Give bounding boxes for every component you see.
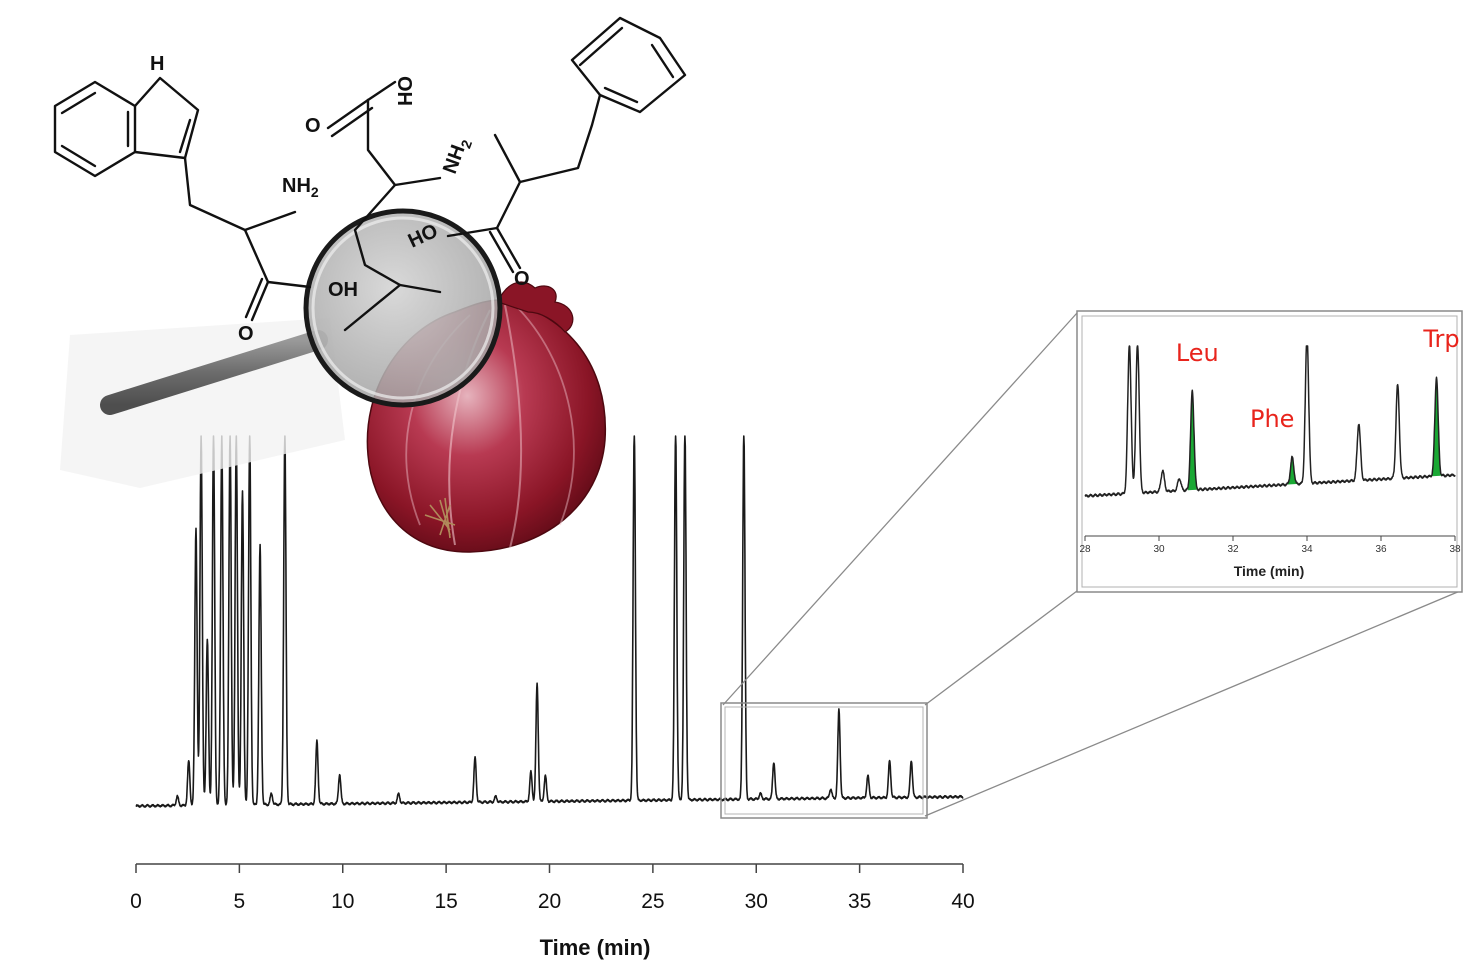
leu-amine-label: NH2 bbox=[439, 135, 475, 178]
inset-frame-inner bbox=[1081, 315, 1458, 588]
main-x-axis-title: Time (min) bbox=[540, 935, 651, 960]
amino-acid-structures bbox=[53, 16, 687, 332]
trp-benzene-ring bbox=[53, 80, 137, 178]
x-tick-label: 40 bbox=[951, 890, 974, 913]
trp-amine-label: NH2 bbox=[282, 175, 319, 200]
leu-hydroxyl-label: OH bbox=[393, 76, 415, 106]
zoom-connector-bottom bbox=[924, 590, 1461, 817]
magnifier-lens bbox=[303, 208, 503, 408]
x-tick-label: 5 bbox=[234, 890, 246, 913]
inset-x-axis: 28 30 32 34 36 38 bbox=[1079, 535, 1461, 555]
magnifier-icon bbox=[60, 318, 345, 488]
inset-peak-labels: Leu Phe Trp bbox=[1176, 325, 1460, 433]
x-tick-label: 28 bbox=[1079, 544, 1091, 555]
x-tick-label: 35 bbox=[848, 890, 871, 913]
x-tick-label: 30 bbox=[1153, 544, 1165, 555]
x-tick-label: 30 bbox=[745, 890, 768, 913]
peak-label-trp: Trp bbox=[1422, 325, 1459, 353]
magnifier-handle bbox=[100, 330, 328, 415]
trp-nh-label: H bbox=[150, 53, 164, 75]
phe-carbonyl-label: O bbox=[514, 268, 530, 290]
trp-pyrrole-ring bbox=[133, 76, 200, 160]
onion-top-skin bbox=[497, 281, 574, 333]
onion-stripe-2 bbox=[504, 304, 523, 549]
main-chromatogram-trace bbox=[135, 435, 964, 808]
magnifier-lens-rim bbox=[303, 208, 503, 408]
x-tick-label: 38 bbox=[1449, 544, 1461, 555]
x-tick-label: 36 bbox=[1375, 544, 1387, 555]
x-tick-label: 34 bbox=[1301, 544, 1313, 555]
magnifier-lens-glass bbox=[306, 211, 500, 405]
zoom-region-box bbox=[720, 702, 928, 819]
x-tick-label: 0 bbox=[130, 890, 142, 913]
trp-carbonyl-label: O bbox=[238, 323, 254, 345]
magnifier-lens-highlight bbox=[311, 216, 495, 400]
x-tick-label: 32 bbox=[1227, 544, 1239, 555]
zoom-connector-middle bbox=[924, 590, 1078, 706]
phe-benzene-ring bbox=[570, 16, 687, 114]
peak-label-leu: Leu bbox=[1176, 339, 1219, 367]
x-tick-label: 25 bbox=[641, 890, 664, 913]
peak-label-phe: Phe bbox=[1250, 405, 1294, 433]
trp-hydroxyl-label: OH bbox=[328, 279, 358, 301]
main-x-axis: 0 5 10 15 20 25 30 35 40 bbox=[130, 863, 975, 913]
zoom-region-box-inner bbox=[724, 706, 924, 815]
x-tick-label: 10 bbox=[331, 890, 354, 913]
inset-x-axis-title: Time (min) bbox=[1234, 563, 1305, 579]
leu-carbonyl-label: O bbox=[305, 115, 321, 137]
inset-chromatogram-trace bbox=[1084, 345, 1456, 498]
inset-frame-outer bbox=[1076, 310, 1463, 593]
main-chromatogram: 0 5 10 15 20 25 30 35 40 Time (min) bbox=[130, 435, 975, 960]
inset-chromatogram: 28 30 32 34 36 38 Time (min) Leu Phe Trp bbox=[1076, 310, 1463, 593]
onion-roots bbox=[424, 497, 456, 539]
x-tick-label: 20 bbox=[538, 890, 561, 913]
zoom-connector-top bbox=[722, 312, 1078, 706]
onion-stripe-3 bbox=[514, 304, 575, 526]
x-tick-label: 15 bbox=[434, 890, 457, 913]
